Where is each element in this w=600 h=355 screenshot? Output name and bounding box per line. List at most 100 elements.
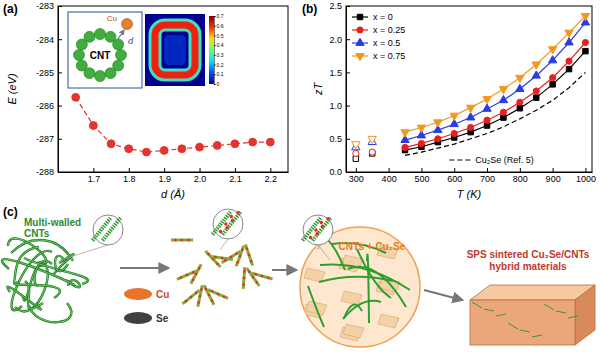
data-point	[466, 105, 474, 112]
y-axis-title: E (eV)	[6, 73, 18, 105]
data-point	[582, 39, 588, 45]
plot-frame	[346, 6, 592, 172]
particle	[243, 270, 246, 273]
particle	[187, 239, 190, 242]
data-point	[249, 138, 257, 146]
x-axis-tick-mark	[93, 168, 94, 172]
colorbar-axis-tick-label: 0	[217, 81, 220, 87]
y-axis-tick: -285	[36, 68, 62, 78]
particle	[192, 279, 195, 282]
colorbar-axis-tick: 0.6	[214, 23, 224, 29]
colorbar-axis-tick-mark	[214, 74, 216, 75]
data-point	[532, 71, 540, 78]
panel-label: (b)	[302, 2, 317, 16]
particle	[195, 292, 198, 295]
y-axis-tick-label: -283	[36, 1, 54, 11]
block-top	[470, 285, 595, 300]
particle	[186, 274, 189, 277]
y-axis-title: zT	[312, 82, 324, 97]
block-front	[470, 300, 575, 345]
colorbar-axis-tick: 0.7	[214, 13, 224, 19]
data-point	[565, 38, 573, 45]
block-grain-boundary	[508, 323, 518, 329]
chart-panel: 30040050060070080090010000.00.51.01.52.0…	[302, 1, 596, 200]
density-map	[145, 14, 205, 86]
x-axis-title: T (K)	[457, 188, 482, 200]
cnt-tube	[15, 282, 60, 298]
x-axis-tick-label: 800	[513, 174, 528, 184]
y-axis-tick: -287	[36, 134, 62, 144]
inset-label: d	[128, 36, 134, 46]
y-axis-tick-mark	[346, 72, 350, 73]
cu2se-grain	[305, 337, 326, 351]
particle	[217, 293, 220, 296]
y-axis-line	[58, 7, 59, 173]
zoom-tube	[103, 218, 121, 241]
data-point	[72, 93, 80, 101]
x-axis-tick-mark	[200, 168, 201, 172]
x-axis-tick-label: 2.0	[194, 174, 207, 184]
x-axis-tick-mark	[389, 168, 390, 172]
data-point	[516, 84, 524, 91]
x-axis-tick-mark	[487, 168, 488, 172]
data-point	[468, 124, 474, 130]
data-point	[418, 140, 424, 146]
data-point	[517, 99, 523, 105]
powder-label: Se	[156, 313, 169, 324]
cnt-atom	[105, 68, 116, 79]
particle	[224, 259, 227, 262]
y-axis-tick-mark	[58, 39, 62, 40]
data-point	[566, 58, 572, 64]
legend: x = 0x = 0.25x = 0.5x = 0.75Cu₂Se (Ref. …	[352, 12, 534, 165]
legend-marker	[357, 14, 362, 19]
data-point	[434, 120, 442, 127]
data-point	[196, 143, 204, 151]
cu-powder	[124, 288, 152, 300]
legend-marker	[356, 38, 364, 45]
data-point	[581, 14, 589, 21]
cnt-tube	[344, 304, 362, 318]
cnt-tube	[13, 247, 39, 283]
cnt-atom	[74, 50, 85, 61]
particle	[197, 301, 200, 304]
zoom-tube	[303, 218, 321, 241]
data-point	[353, 150, 359, 156]
y-axis: 0.00.51.01.52.02.5	[329, 1, 350, 177]
y-axis-line	[346, 7, 347, 173]
cnt-tube-highlight	[15, 282, 60, 298]
data-point	[352, 143, 360, 150]
data-point	[125, 145, 133, 153]
legend-line	[449, 159, 471, 160]
zoom-tube	[213, 212, 231, 235]
short-tube	[205, 251, 220, 267]
particle	[205, 288, 208, 291]
data-point	[532, 62, 540, 69]
y-axis-tick: -284	[36, 35, 62, 45]
x-axis-tick-label: 2.1	[229, 174, 242, 184]
data-point	[550, 82, 555, 87]
x-axis-tick-label: 1000	[576, 174, 596, 184]
x-axis-tick: 2.1	[229, 168, 242, 184]
colorbar-axis-tick: 0.3	[214, 52, 224, 58]
x-axis-tick-mark	[164, 168, 165, 172]
zoom-particle	[236, 211, 240, 215]
series-line	[405, 51, 585, 150]
plot-marks	[72, 93, 274, 156]
data-point	[483, 104, 491, 111]
data-point	[450, 113, 458, 120]
particle	[267, 277, 270, 280]
zoom-tube	[93, 218, 111, 241]
cnt-label: CNTs	[24, 228, 50, 239]
particle	[181, 239, 184, 242]
short-tube	[204, 285, 214, 305]
data-point	[499, 87, 507, 94]
data-point	[566, 66, 571, 71]
particle	[190, 296, 193, 299]
data-point	[483, 97, 491, 104]
colorbar-axis-tick-label: 0.1	[217, 71, 224, 77]
particle	[200, 288, 203, 291]
inset: CNTCud00.10.20.30.40.50.60.7	[68, 12, 224, 88]
process-arrow	[424, 290, 462, 300]
y-axis: -288-287-286-285-284-283	[36, 1, 62, 177]
colorbar-axis-tick-mark	[214, 65, 216, 66]
